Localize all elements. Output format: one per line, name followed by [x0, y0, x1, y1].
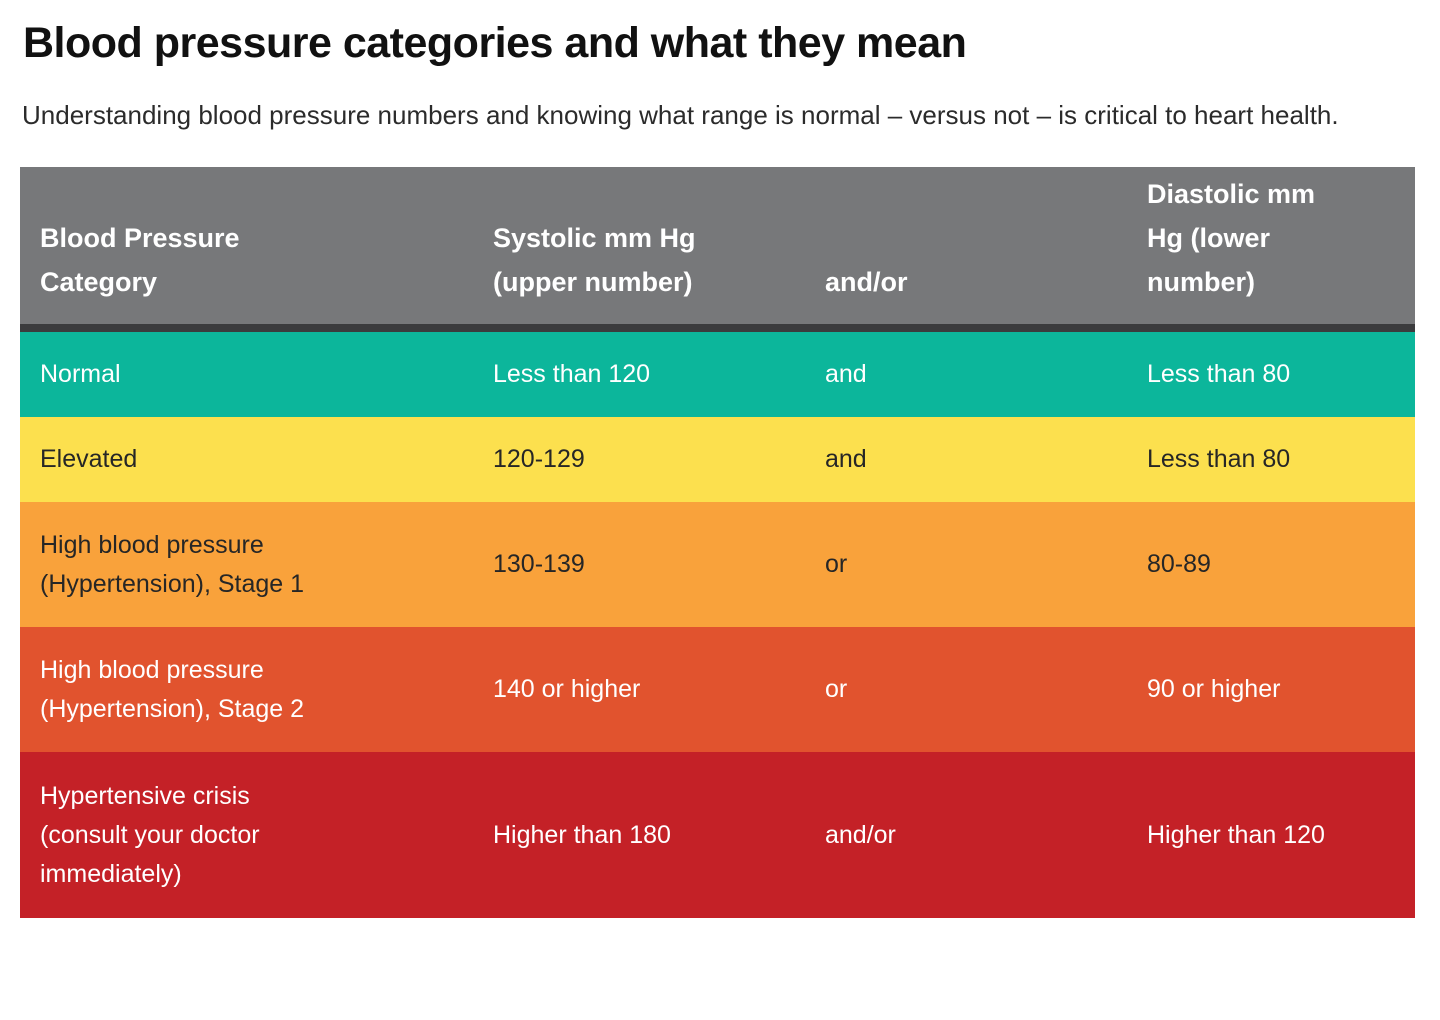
cell-diastolic: Less than 80: [1147, 445, 1291, 474]
cell-category: Hypertensive crisis (consult your doctor…: [40, 781, 260, 888]
cell-systolic: 120-129: [493, 445, 585, 474]
table-row-normal: Normal Less than 120 and Less than 80: [20, 332, 1415, 418]
cell-connector: or: [825, 550, 848, 579]
cell-category: High blood pressure (Hypertension), Stag…: [40, 655, 305, 723]
cell-category: Elevated: [40, 445, 138, 474]
cell-connector: and: [825, 445, 867, 474]
cell-connector: or: [825, 675, 848, 704]
cell-diastolic: Less than 80: [1147, 360, 1291, 389]
table-row-hypertension-stage-2: High blood pressure (Hypertension), Stag…: [20, 627, 1415, 753]
cell-systolic: 130-139: [493, 550, 585, 579]
cell-systolic: 140 or higher: [493, 675, 641, 704]
page-subtitle: Understanding blood pressure numbers and…: [22, 100, 1339, 131]
cell-systolic: Higher than 180: [493, 820, 671, 849]
table-body: Normal Less than 120 and Less than 80 El…: [20, 332, 1415, 919]
cell-category: High blood pressure (Hypertension), Stag…: [40, 530, 305, 598]
table-header-row: Blood Pressure Category Systolic mm Hg (…: [20, 167, 1415, 333]
cell-category: Normal: [40, 360, 121, 389]
cell-connector: and/or: [825, 820, 896, 849]
column-header-systolic: Systolic mm Hg (upper number): [493, 223, 696, 298]
column-header-and-or: and/or: [825, 267, 908, 298]
blood-pressure-table: Blood Pressure Category Systolic mm Hg (…: [20, 167, 1415, 919]
cell-diastolic: Higher than 120: [1147, 820, 1325, 849]
column-header-diastolic: Diastolic mm Hg (lower number): [1147, 179, 1316, 298]
cell-diastolic: 90 or higher: [1147, 675, 1281, 704]
cell-diastolic: 80-89: [1147, 550, 1211, 579]
page-title: Blood pressure categories and what they …: [23, 19, 967, 67]
cell-connector: and: [825, 360, 867, 389]
table-row-elevated: Elevated 120-129 and Less than 80: [20, 417, 1415, 503]
column-header-category: Blood Pressure Category: [40, 223, 240, 298]
table-row-hypertension-stage-1: High blood pressure (Hypertension), Stag…: [20, 502, 1415, 628]
cell-systolic: Less than 120: [493, 360, 651, 389]
page: Blood pressure categories and what they …: [20, 19, 1415, 919]
table-row-hypertensive-crisis: Hypertensive crisis (consult your doctor…: [20, 752, 1415, 919]
